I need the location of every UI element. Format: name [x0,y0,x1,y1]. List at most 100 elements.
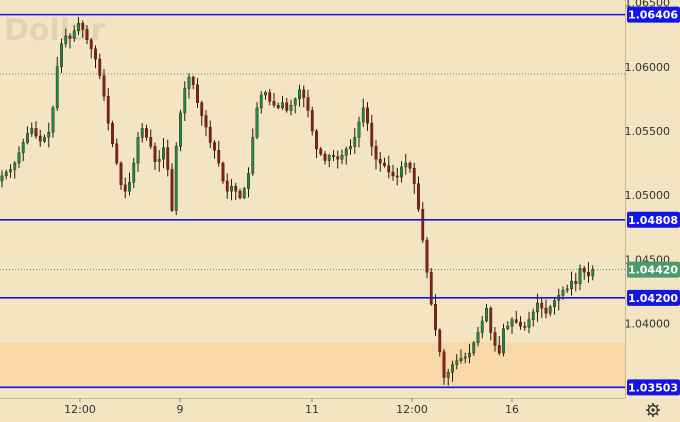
candle-body [523,325,527,328]
candle-body [43,137,46,142]
level-label: 1.03503 [628,381,678,394]
candle-body [281,102,284,109]
candle-body [68,35,72,39]
candle-body [565,288,569,291]
level-label-box [627,379,680,396]
time-tick-label: 9 [177,403,184,416]
candle-body [259,94,263,109]
candle-body [395,175,399,178]
candle-body [553,300,556,308]
candle-body [340,155,344,160]
current-price-label: 1.04420 [628,264,678,277]
candle-body [115,143,119,164]
candle-body [472,342,476,354]
current-price-tag: 1.04420 [627,261,680,278]
candle-body [77,22,80,32]
candle-body [9,169,12,173]
candle-body [378,158,382,164]
level-labels-group: 1.06406 1.04808 1.04200 1.03503 [627,6,680,396]
candle-body [387,165,391,173]
candle-body [591,269,595,277]
candle-body [128,182,131,192]
candle-body [264,92,267,96]
price-tick-label: 1.06000 [625,61,671,74]
candle-body [204,115,208,128]
candle-body [0,175,4,182]
candle-body [391,171,395,177]
candle-body [30,128,34,134]
candle-body [136,137,140,164]
candle-body [293,98,297,106]
candle-body [145,128,148,138]
candle-body [497,345,501,354]
candle-body [106,96,110,124]
candle-body [536,302,539,313]
candle-body [570,280,573,290]
price-axis-background [625,0,680,422]
candle-body [242,188,246,198]
candle-body [349,146,352,150]
candle-body [85,29,89,40]
level-label-box [627,211,680,228]
candle-body [502,328,505,354]
candle-body [344,148,348,156]
candle-body [302,89,306,98]
candle-body [544,307,548,314]
candle-body [548,306,552,314]
candle-body [47,132,51,138]
candle-body [306,97,310,111]
candle-body [519,322,522,327]
candle-body [21,142,25,153]
candle-body [17,152,21,164]
candle-body [446,372,450,378]
candle-body [332,155,335,157]
time-tick-label: 12:00 [396,403,428,416]
price-tick-label: 1.06500 [625,0,671,10]
candle-body [285,102,289,111]
candle-body [140,128,144,138]
current-price-box [627,261,680,278]
candle-body [561,289,565,296]
candle-body [111,123,114,144]
candle-body [451,364,454,373]
level-label-box [627,289,680,306]
candle-body [255,107,259,138]
candle-body [404,162,408,168]
candle-body [276,105,280,109]
candle-body [179,112,182,147]
candle-body [60,43,63,67]
candle-body [268,92,272,102]
candle-body [196,84,199,103]
candle-body [213,142,216,151]
candle-body [34,128,38,137]
plot-background [0,0,625,398]
support-zone [0,342,625,388]
candle-body [26,133,29,143]
candle-body [438,329,442,352]
candle-body [514,319,518,323]
candle-body [370,123,374,147]
level-label: 1.04200 [628,292,678,305]
candle-body [506,325,510,329]
candle-body [353,137,357,147]
candle-body [102,75,106,97]
candle-body [510,319,514,327]
candle-body [289,105,293,111]
candle-body [81,22,85,30]
price-tick-label: 1.05500 [625,125,671,138]
levels-group [0,13,625,389]
candle-body [327,155,331,161]
candle-body [468,352,471,358]
candle-body [247,173,250,189]
candle-body [64,35,68,44]
candle-body [4,171,8,177]
candle-body [153,146,157,162]
settings-gear-icon[interactable] [646,403,660,417]
candle-body [408,162,412,169]
candle-body [417,183,420,210]
candle-body [493,332,497,346]
candle-body [574,280,578,284]
candle-body [162,147,165,160]
candle-body [238,191,242,198]
